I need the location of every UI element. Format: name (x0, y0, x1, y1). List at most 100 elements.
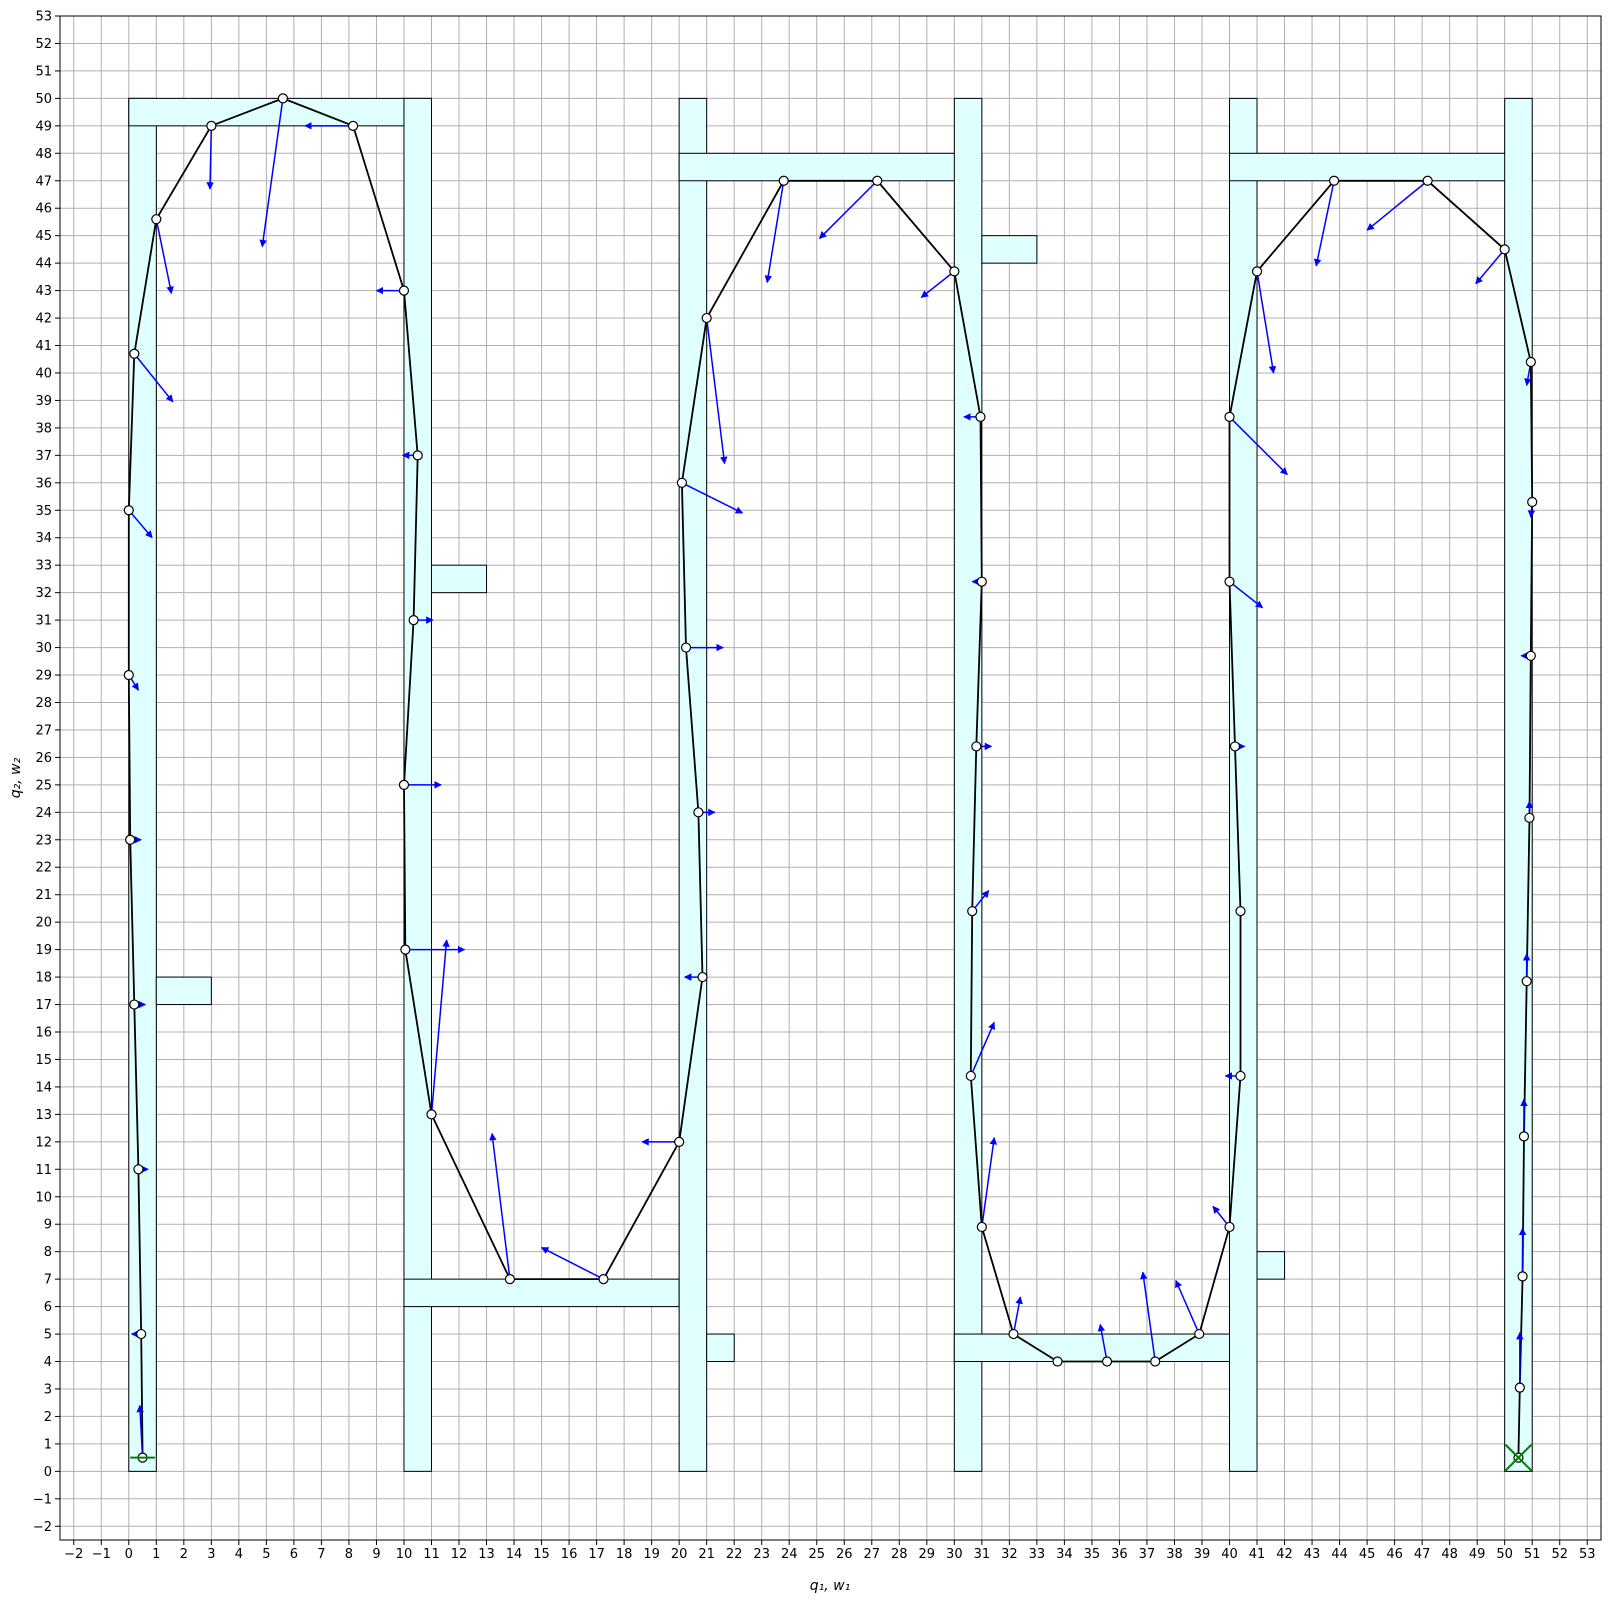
region-rect (430, 564, 488, 594)
waypoint (347, 120, 359, 131)
y-tick-label: 20 (35, 916, 52, 931)
x-tick-label: 47 (1414, 1547, 1431, 1562)
x-tick-label: 21 (698, 1547, 715, 1562)
region-rect (678, 97, 708, 1472)
waypoint (398, 285, 410, 296)
region-rect (1229, 97, 1258, 1472)
waypoint (1229, 741, 1241, 752)
y-tick-label: 15 (35, 1053, 52, 1068)
y-tick-label: 39 (35, 394, 52, 409)
waypoint (1251, 266, 1263, 277)
x-tick-label: 42 (1276, 1547, 1293, 1562)
x-tick-label: 29 (919, 1547, 936, 1562)
direction-arrow (430, 939, 450, 1115)
x-tick-label: 5 (262, 1547, 270, 1562)
waypoint (676, 477, 688, 488)
y-tick-label: 19 (35, 943, 52, 958)
y-tick-label: −1 (33, 1492, 52, 1507)
region-rect (953, 97, 983, 1472)
x-tick-label: 41 (1249, 1547, 1266, 1562)
waypoint (125, 834, 136, 845)
x-tick-label: 53 (1579, 1547, 1596, 1562)
x-tick-label: 19 (643, 1547, 660, 1562)
x-tick-label: −1 (92, 1547, 111, 1562)
goal-marker-stroke (1504, 1443, 1533, 1472)
y-tick-label: 5 (44, 1328, 52, 1343)
waypoint (408, 615, 419, 626)
direction-arrow (489, 1132, 511, 1280)
waypoint (400, 944, 411, 955)
waypoint (697, 971, 708, 983)
y-tick-label: 27 (35, 723, 52, 738)
x-tick-label: 48 (1441, 1547, 1458, 1562)
waypoint (674, 1136, 685, 1147)
y-tick-label: 11 (35, 1163, 52, 1178)
x-tick-label: 28 (891, 1547, 908, 1562)
waypoint (598, 1274, 609, 1285)
y-tick-label: 30 (35, 641, 52, 656)
x-tick-label: 51 (1524, 1547, 1541, 1562)
x-tick-label: 0 (125, 1547, 133, 1562)
x-tick-label: 6 (290, 1547, 298, 1562)
y-tick-label: 37 (35, 449, 52, 464)
y-tick-label: 49 (35, 119, 52, 134)
x-tick-label: 16 (561, 1547, 578, 1562)
waypoint (1150, 1356, 1161, 1367)
x-tick-label: 10 (396, 1547, 413, 1562)
x-tick-label: 36 (1111, 1547, 1128, 1562)
direction-arrow (764, 180, 785, 284)
waypoint (778, 175, 789, 186)
y-tick-label: 22 (35, 861, 52, 876)
x-tick-label: 14 (506, 1547, 523, 1562)
waypoint (949, 266, 960, 277)
x-tick-label: 15 (533, 1547, 550, 1562)
x-tick-label: 35 (1084, 1547, 1101, 1562)
direction-arrow (970, 1021, 995, 1077)
direction-arrow (705, 317, 728, 465)
x-tick-label: 33 (1029, 1547, 1046, 1562)
y-tick-label: 44 (35, 257, 52, 272)
y-tick-label: 46 (35, 202, 52, 217)
waypoint (1525, 356, 1536, 368)
x-tick-label: 22 (726, 1547, 743, 1562)
y-tick-label: 8 (44, 1245, 52, 1260)
y-tick-label: 52 (35, 37, 52, 52)
y-tick-label: 33 (35, 559, 52, 574)
direction-arrow (818, 180, 878, 239)
region-rect (678, 152, 983, 182)
waypoint (1514, 1382, 1525, 1393)
y-tick-label: 24 (35, 806, 52, 821)
x-tick-label: 12 (451, 1547, 468, 1562)
direction-arrow (1366, 180, 1429, 231)
waypoint (129, 999, 140, 1010)
x-tick-label: 4 (235, 1547, 243, 1562)
x-tick-label: 9 (372, 1547, 380, 1562)
y-tick-label: 53 (35, 10, 52, 25)
x-tick-label: 39 (1194, 1547, 1211, 1562)
waypoint (412, 450, 423, 461)
direction-arrow (1012, 1296, 1023, 1335)
waypoint (398, 779, 410, 790)
waypoint (1224, 1221, 1235, 1233)
x-tick-label: 18 (616, 1547, 633, 1562)
waypoint (123, 669, 134, 681)
direction-arrow (1313, 180, 1335, 267)
x-tick-label: 37 (1139, 1547, 1156, 1562)
direction-arrow (540, 1246, 604, 1280)
waypoint (426, 1109, 437, 1120)
x-tick-label: 30 (946, 1547, 963, 1562)
y-tick-label: 6 (44, 1300, 52, 1315)
waypoint (680, 642, 692, 653)
y-tick-label: 32 (35, 586, 52, 601)
direction-arrow (259, 98, 284, 248)
direction-arrow (681, 482, 744, 514)
x-tick-label: 43 (1304, 1547, 1321, 1562)
y-tick-label: 25 (35, 778, 52, 793)
y-tick-label: 7 (44, 1273, 52, 1288)
waypoint (967, 906, 978, 917)
x-tick-label: 24 (781, 1547, 798, 1562)
x-tick-label: 1 (152, 1547, 160, 1562)
region-rect (1256, 1251, 1286, 1280)
y-tick-label: 21 (35, 888, 52, 903)
